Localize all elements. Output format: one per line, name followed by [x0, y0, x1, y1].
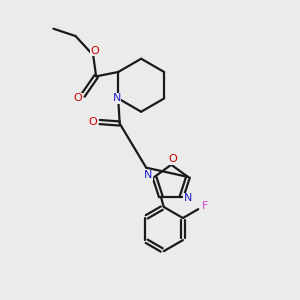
Text: O: O — [90, 46, 99, 56]
Text: N: N — [112, 94, 121, 103]
Text: N: N — [184, 193, 192, 203]
Text: F: F — [201, 200, 208, 211]
Text: N: N — [144, 170, 152, 181]
Text: O: O — [168, 154, 177, 164]
Text: O: O — [89, 117, 98, 127]
Text: O: O — [73, 94, 82, 103]
